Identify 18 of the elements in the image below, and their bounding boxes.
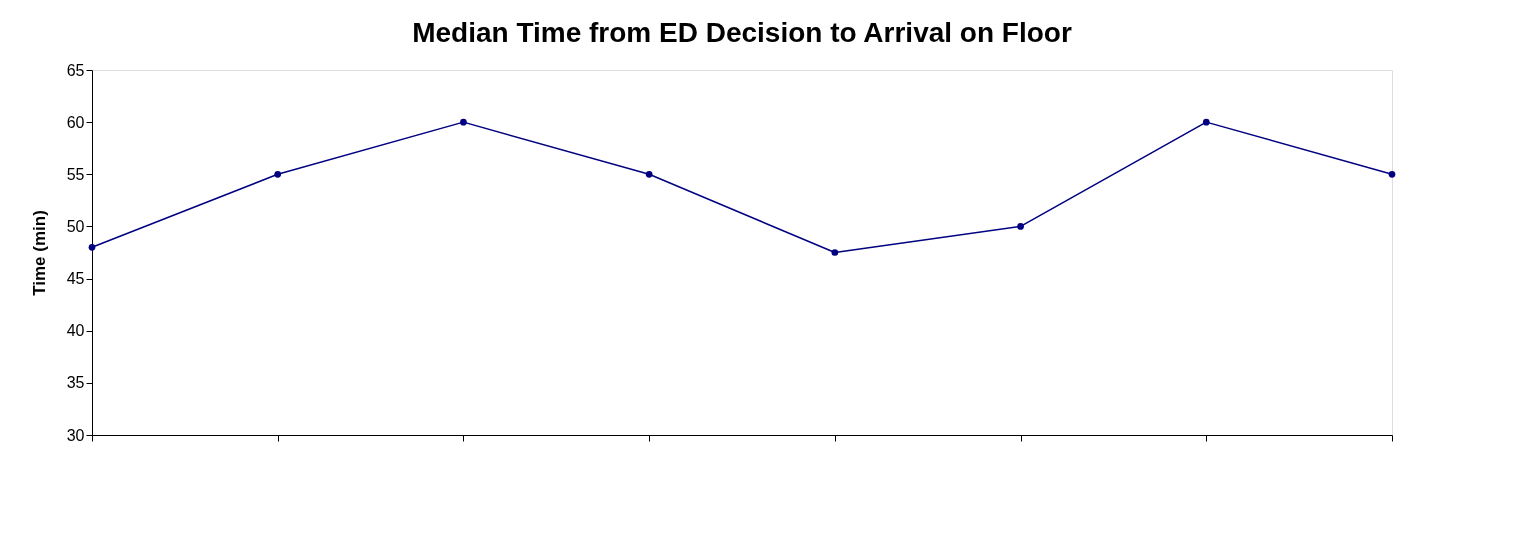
y-tick-label: 40 (66, 322, 85, 340)
y-tick-label: 50 (66, 217, 85, 235)
y-tick-label: 60 (66, 113, 85, 131)
chart-title: Median Time from ED Decision to Arrival on Floor (412, 17, 1072, 48)
point (1388, 170, 1396, 178)
point (88, 243, 96, 251)
y-tick-label: 45 (66, 270, 85, 288)
point (460, 118, 467, 126)
y-tick-label: 65 (66, 61, 85, 79)
y-axis-title: Time (min) (29, 210, 49, 296)
y-tick-label: 30 (66, 426, 85, 444)
point (274, 170, 282, 178)
y-tick-label: 55 (66, 165, 85, 183)
point (831, 249, 839, 256)
point (1202, 118, 1210, 126)
y-tick-label: 35 (66, 374, 85, 392)
point (645, 170, 653, 178)
point (1017, 223, 1024, 230)
